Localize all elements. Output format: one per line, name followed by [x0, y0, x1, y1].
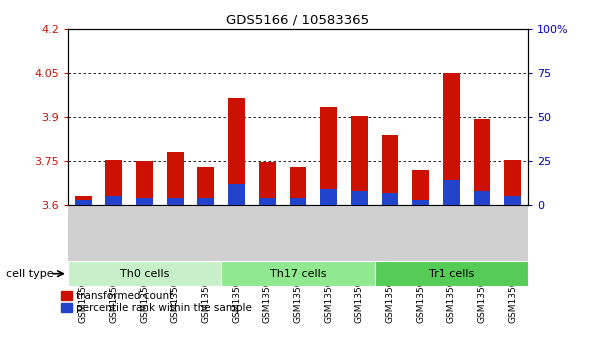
Bar — [167, 152, 183, 205]
Bar — [412, 170, 429, 205]
Bar — [68, 261, 221, 286]
Bar — [443, 73, 460, 205]
Legend: transformed count, percentile rank within the sample: transformed count, percentile rank withi… — [61, 291, 252, 313]
Bar — [320, 107, 337, 205]
Bar — [382, 135, 398, 205]
Bar — [375, 261, 528, 286]
Text: Th17 cells: Th17 cells — [270, 269, 326, 279]
Bar — [75, 200, 91, 205]
Text: Tr1 cells: Tr1 cells — [429, 269, 474, 279]
Bar — [320, 189, 337, 205]
Bar — [474, 119, 490, 205]
Bar — [221, 261, 375, 286]
Bar — [198, 198, 214, 205]
Text: Th0 cells: Th0 cells — [120, 269, 169, 279]
Bar — [351, 115, 368, 205]
Bar — [443, 180, 460, 205]
Bar — [228, 98, 245, 205]
Title: GDS5166 / 10583365: GDS5166 / 10583365 — [227, 13, 369, 26]
Bar — [106, 160, 122, 205]
Bar — [382, 193, 398, 205]
Bar — [290, 167, 306, 205]
Bar — [167, 198, 183, 205]
Bar — [198, 167, 214, 205]
Bar — [474, 191, 490, 205]
Bar — [351, 191, 368, 205]
Bar — [75, 196, 91, 205]
Bar — [412, 200, 429, 205]
Bar — [136, 161, 153, 205]
Bar — [136, 198, 153, 205]
Bar — [504, 196, 521, 205]
Text: cell type: cell type — [6, 269, 54, 279]
Bar — [106, 196, 122, 205]
Bar — [259, 198, 276, 205]
Bar — [228, 184, 245, 205]
Bar — [259, 162, 276, 205]
Bar — [290, 198, 306, 205]
Bar — [504, 160, 521, 205]
